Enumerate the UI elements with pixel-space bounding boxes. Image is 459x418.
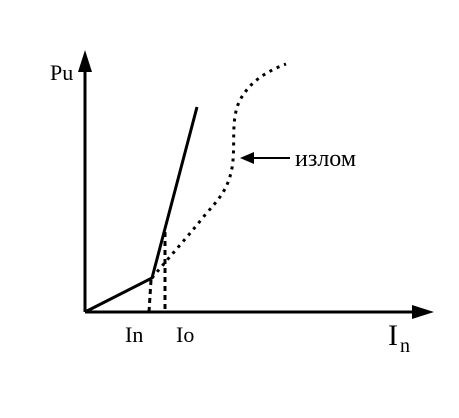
dotted-curve xyxy=(150,62,287,279)
annotation-arrow-head xyxy=(240,152,254,164)
tick-label: Io xyxy=(176,322,194,347)
x-axis-label-subscript: n xyxy=(400,335,410,357)
tick-label: In xyxy=(125,322,143,347)
y-axis-label: Pu xyxy=(50,60,73,85)
y-axis-arrow xyxy=(78,50,92,72)
annotation: излом xyxy=(295,146,356,172)
x-axis-arrow xyxy=(412,305,434,319)
x-axis-label: I xyxy=(388,319,398,352)
